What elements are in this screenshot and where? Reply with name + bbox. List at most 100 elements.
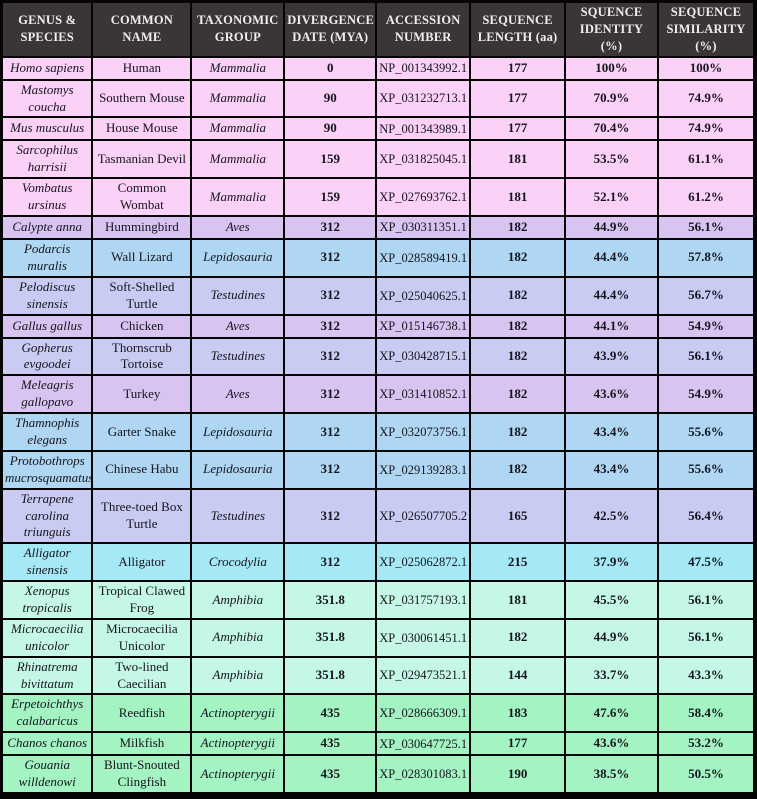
cell-common: Human [91, 55, 193, 81]
cell-divergence: 351.8 [283, 580, 378, 620]
cell-similarity: 74.9% [656, 78, 757, 119]
cell-genus: Erpetoichthys calabaricus [0, 693, 94, 734]
cell-accession: XP_028301083.1 [375, 754, 472, 797]
cell-group: Actinopterygii [190, 754, 286, 797]
cell-length: 181 [469, 580, 567, 620]
cell-accession: XP_029473521.1 [375, 655, 472, 696]
cell-divergence: 351.8 [283, 655, 378, 696]
cell-length: 182 [469, 449, 567, 490]
table-row: Gallus gallus Chicken Aves 312 XP_015146738.… [0, 313, 757, 339]
cell-group: Mammalia [190, 139, 286, 180]
cell-similarity: 47.5% [656, 542, 757, 583]
cell-common: Garter Snake [91, 412, 193, 452]
cell-common: Alligator [91, 542, 193, 583]
cell-similarity: 61.1% [656, 139, 757, 180]
cell-identity: 42.5% [564, 487, 659, 545]
column-header-length: SEQUENCE LENGTH (aa) [469, 0, 567, 58]
cell-length: 182 [469, 275, 567, 316]
cell-divergence: 90 [283, 78, 378, 119]
column-header-accession: ACCESSION NUMBER [375, 0, 472, 58]
cell-similarity: 54.9% [656, 313, 757, 339]
cell-common: Blunt-Snouted Clingfish [91, 754, 193, 797]
cell-common: Tropical Clawed Frog [91, 580, 193, 620]
cell-accession: XP_031757193.1 [375, 580, 472, 620]
cell-accession: NP_001343989.1 [375, 116, 472, 142]
cell-length: 183 [469, 693, 567, 734]
cell-accession: XP_026507705.2 [375, 487, 472, 545]
column-header-identity: SQUENCE IDENTITY (%) [564, 0, 659, 58]
cell-common: Thornscrub Tortoise [91, 336, 193, 377]
cell-similarity: 56.4% [656, 487, 757, 545]
cell-genus: Microcaecilia unicolor [0, 617, 94, 658]
cell-identity: 33.7% [564, 655, 659, 696]
cell-common: Three-toed Box Turtle [91, 487, 193, 545]
cell-accession: XP_030647725.1 [375, 731, 472, 757]
table-row: Gopherus evgoodei Thornscrub Tortoise Test… [0, 336, 757, 377]
cell-similarity: 43.3% [656, 655, 757, 696]
cell-accession: XP_030428715.1 [375, 336, 472, 377]
cell-identity: 43.4% [564, 449, 659, 490]
cell-divergence: 312 [283, 214, 378, 240]
cell-genus: Gopherus evgoodei [0, 336, 94, 377]
cell-divergence: 312 [283, 487, 378, 545]
cell-similarity: 100% [656, 55, 757, 81]
cell-group: Testudines [190, 487, 286, 545]
table-row: Xenopus tropicalis Tropical Clawed Frog Am… [0, 580, 757, 620]
cell-length: 177 [469, 55, 567, 81]
cell-identity: 43.4% [564, 412, 659, 452]
table-row: Thamnophis elegans Garter Snake Lepidosaur… [0, 412, 757, 452]
table-row: Homo sapiens Human Mammalia 0 NP_001343992.1… [0, 55, 757, 81]
cell-divergence: 312 [283, 275, 378, 316]
cell-divergence: 312 [283, 542, 378, 583]
cell-genus: Rhinatrema bivittatum [0, 655, 94, 696]
cell-genus: Vombatus ursinus [0, 177, 94, 217]
cell-group: Amphibia [190, 655, 286, 696]
cell-divergence: 312 [283, 237, 378, 278]
cell-common: Wall Lizard [91, 237, 193, 278]
cell-length: 182 [469, 374, 567, 415]
table-row: Sarcophilus harrisii Tasmanian Devil Mamma… [0, 139, 757, 180]
cell-group: Testudines [190, 275, 286, 316]
cell-group: Mammalia [190, 177, 286, 217]
header-row: GENUS & SPECIES COMMON NAME TAXONOMIC GROU… [0, 0, 757, 58]
table-row: Mastomys coucha Southern Mouse Mammalia 90 X… [0, 78, 757, 119]
cell-common: Tasmanian Devil [91, 139, 193, 180]
cell-accession: XP_028589419.1 [375, 237, 472, 278]
cell-genus: Alligator sinensis [0, 542, 94, 583]
cell-accession: XP_031410852.1 [375, 374, 472, 415]
cell-accession: XP_031232713.1 [375, 78, 472, 119]
cell-identity: 70.4% [564, 116, 659, 142]
cell-common: Common Wombat [91, 177, 193, 217]
cell-similarity: 61.2% [656, 177, 757, 217]
cell-genus: Homo sapiens [0, 55, 94, 81]
cell-group: Lepidosauria [190, 237, 286, 278]
table-body: Homo sapiens Human Mammalia 0 NP_001343992.1… [0, 55, 757, 797]
cell-group: Testudines [190, 336, 286, 377]
cell-identity: 70.9% [564, 78, 659, 119]
cell-identity: 44.4% [564, 237, 659, 278]
table-row: Vombatus ursinus Common Wombat Mammalia 159… [0, 177, 757, 217]
cell-genus: Podarcis muralis [0, 237, 94, 278]
cell-genus: Thamnophis elegans [0, 412, 94, 452]
table-row: Terrapene carolina triunguis Three-toed B… [0, 487, 757, 545]
table-row: Pelodiscus sinensis Soft-Shelled Turtle Te… [0, 275, 757, 316]
cell-divergence: 435 [283, 754, 378, 797]
cell-genus: Mastomys coucha [0, 78, 94, 119]
cell-common: House Mouse [91, 116, 193, 142]
cell-similarity: 54.9% [656, 374, 757, 415]
cell-accession: XP_029139283.1 [375, 449, 472, 490]
cell-common: Two-lined Caecilian [91, 655, 193, 696]
cell-group: Lepidosauria [190, 449, 286, 490]
cell-common: Chicken [91, 313, 193, 339]
cell-common: Hummingbird [91, 214, 193, 240]
column-header-common: COMMON NAME [91, 0, 193, 58]
cell-genus: Pelodiscus sinensis [0, 275, 94, 316]
cell-genus: Gallus gallus [0, 313, 94, 339]
cell-divergence: 90 [283, 116, 378, 142]
cell-group: Amphibia [190, 580, 286, 620]
cell-similarity: 56.1% [656, 336, 757, 377]
cell-identity: 100% [564, 55, 659, 81]
cell-common: Milkfish [91, 731, 193, 757]
cell-identity: 43.9% [564, 336, 659, 377]
